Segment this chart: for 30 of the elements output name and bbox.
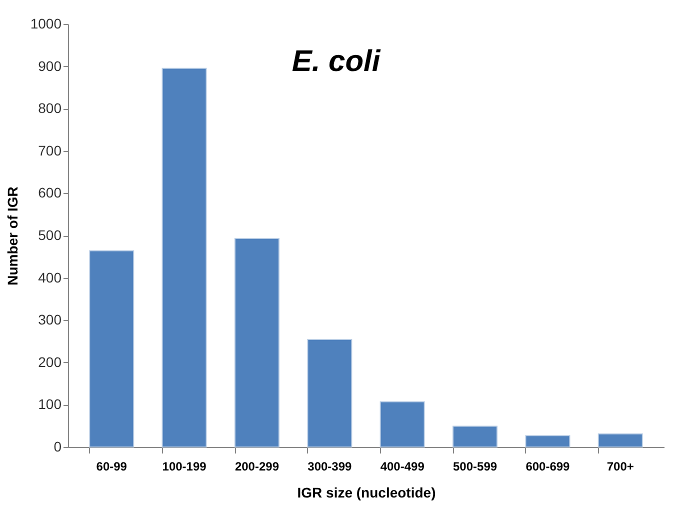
y-tick-label: 400 xyxy=(38,269,62,286)
bar xyxy=(234,238,280,448)
y-tick-label: 1000 xyxy=(30,16,62,32)
bar xyxy=(380,401,425,448)
x-tick-label: 700+ xyxy=(606,460,634,474)
x-tick-label: 300-399 xyxy=(308,460,352,474)
x-axis-title: IGR size (nucleotide) xyxy=(297,484,436,500)
bar xyxy=(452,426,498,448)
bar xyxy=(307,339,352,448)
x-tick-label: 200-299 xyxy=(234,460,280,474)
x-tick-label: 60-99 xyxy=(96,460,128,474)
bar xyxy=(525,435,570,448)
y-tick-label: 800 xyxy=(38,100,62,116)
y-axis-title: Number of IGR xyxy=(4,186,20,286)
y-tick-label: 500 xyxy=(38,227,62,243)
y-tick-label: 0 xyxy=(54,438,62,454)
x-tick-label: 400-499 xyxy=(380,460,425,474)
y-tick-label: 600 xyxy=(38,184,62,201)
y-tick-label: 300 xyxy=(38,312,62,328)
y-tick-label: 100 xyxy=(38,396,62,412)
y-tick-label: 900 xyxy=(38,58,62,74)
bar xyxy=(89,250,134,448)
bar xyxy=(598,433,643,448)
text: E. coli xyxy=(292,45,381,78)
x-tick-label: 500-599 xyxy=(453,460,498,474)
x-tick-label: 100-199 xyxy=(162,460,207,474)
bar xyxy=(162,68,207,448)
y-tick-label: 700 xyxy=(38,142,62,158)
y-tick-label: 200 xyxy=(38,354,62,370)
x-tick-label: 600-699 xyxy=(526,460,570,474)
